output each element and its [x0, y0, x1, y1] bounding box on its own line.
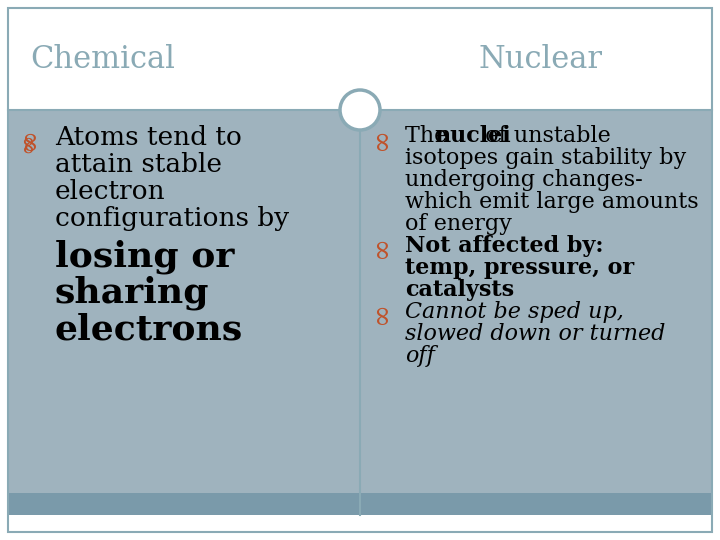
Text: Cannot be sped up,: Cannot be sped up, [405, 301, 624, 323]
Text: ∞: ∞ [368, 235, 395, 258]
Text: isotopes gain stability by: isotopes gain stability by [405, 147, 686, 169]
FancyBboxPatch shape [8, 493, 712, 515]
Text: temp, pressure, or: temp, pressure, or [405, 257, 634, 279]
Text: ∞: ∞ [16, 132, 39, 153]
Text: off: off [405, 345, 435, 367]
FancyBboxPatch shape [8, 8, 712, 110]
Text: sharing: sharing [55, 276, 210, 310]
Text: ∞: ∞ [368, 301, 395, 324]
Text: ∞: ∞ [16, 127, 43, 150]
Text: ∞: ∞ [368, 127, 395, 150]
Circle shape [340, 90, 380, 130]
Text: configurations by: configurations by [55, 206, 289, 231]
Text: slowed down or turned: slowed down or turned [405, 323, 665, 345]
Text: The: The [405, 125, 454, 147]
Text: Nuclear: Nuclear [478, 44, 602, 75]
Text: Chemical: Chemical [30, 44, 175, 75]
Text: attain stable: attain stable [55, 152, 222, 177]
Text: electron: electron [55, 179, 166, 204]
Text: Atoms tend to: Atoms tend to [55, 125, 242, 150]
Text: which emit large amounts: which emit large amounts [405, 191, 698, 213]
Text: nuclei: nuclei [434, 125, 510, 147]
Text: losing or: losing or [55, 240, 235, 274]
Text: Not affected by:: Not affected by: [405, 235, 603, 257]
Text: catalysts: catalysts [405, 279, 514, 301]
Text: undergoing changes-: undergoing changes- [405, 169, 643, 191]
Text: of energy: of energy [405, 213, 512, 235]
FancyBboxPatch shape [8, 110, 712, 515]
Text: of unstable: of unstable [478, 125, 611, 147]
Text: electrons: electrons [55, 312, 243, 346]
